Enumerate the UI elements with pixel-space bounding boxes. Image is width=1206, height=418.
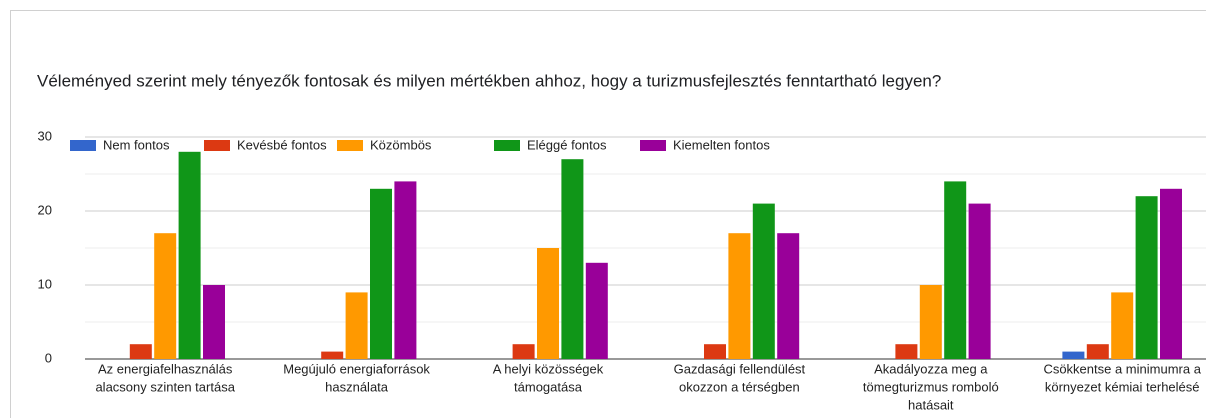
bar	[728, 233, 751, 359]
x-tick-label: Akadályozza meg a	[874, 361, 988, 376]
bar	[203, 285, 225, 359]
chart-title: Véleményed szerint mely tényezők fontosa…	[37, 71, 941, 90]
legend-label: Kiemelten fontos	[673, 137, 770, 152]
y-tick-label: 0	[45, 350, 52, 365]
bar	[944, 181, 967, 359]
legend-label: Közömbös	[370, 137, 432, 152]
x-tick-label: támogatása	[514, 379, 583, 394]
legend-swatch	[204, 140, 230, 151]
bar	[394, 181, 417, 359]
legend-label: Kevésbé fontos	[237, 137, 327, 152]
x-tick-label: alacsony szinten tartása	[95, 379, 235, 394]
bar	[512, 344, 535, 359]
bar	[895, 344, 918, 359]
y-tick-label: 30	[38, 128, 52, 143]
bar	[370, 188, 392, 359]
x-tick-label: Gazdasági fellendülést	[674, 361, 806, 376]
y-tick-label: 10	[38, 276, 52, 291]
legend-swatch	[70, 140, 96, 151]
bar	[345, 292, 368, 359]
bar	[561, 159, 584, 359]
bar	[752, 203, 775, 359]
x-tick-label: Az energiafelhasználás	[98, 361, 233, 376]
bar	[704, 344, 726, 359]
legend-swatch	[337, 140, 363, 151]
bar	[919, 285, 942, 359]
bar	[129, 344, 152, 359]
y-tick-label: 20	[38, 202, 52, 217]
bar	[154, 233, 177, 359]
x-tick-label: Csökkentse a minimumra a	[1043, 361, 1201, 376]
legend-swatch	[640, 140, 666, 151]
bar	[777, 233, 800, 359]
bar	[1135, 196, 1158, 359]
bar	[1160, 188, 1182, 359]
x-tick-label: hatásait	[908, 397, 954, 412]
bar	[585, 262, 608, 359]
x-tick-label: okozzon a térségben	[679, 379, 800, 394]
legend-label: Nem fontos	[103, 137, 170, 152]
bar	[968, 203, 991, 359]
x-tick-label: tömegturizmus romboló	[863, 379, 999, 394]
bar	[1111, 292, 1134, 359]
x-tick-label: A helyi közösségek	[493, 361, 604, 376]
x-tick-label: Megújuló energiaforrások	[283, 361, 430, 376]
bar	[321, 351, 344, 359]
bar	[1062, 351, 1085, 359]
legend-label: Eléggé fontos	[527, 137, 607, 152]
bar	[1086, 344, 1109, 359]
x-tick-label: használata	[325, 379, 389, 394]
bar	[178, 151, 201, 359]
bar	[537, 248, 559, 359]
x-tick-label: környezet kémiai terhelésé	[1045, 379, 1200, 394]
legend-swatch	[494, 140, 520, 151]
